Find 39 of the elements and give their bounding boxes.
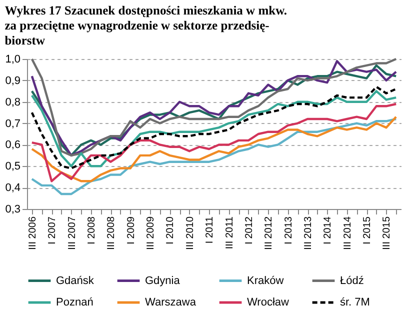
legend-label: Gdańsk — [56, 274, 94, 287]
legend-label: śr. 7M — [340, 296, 370, 308]
y-tick-label: 0,5 — [5, 160, 20, 173]
x-tick-label: III 2008 — [106, 216, 118, 250]
legend-label: Wrocław — [247, 296, 290, 308]
line-series — [30, 102, 398, 182]
y-tick-label: 1,0 — [5, 54, 20, 66]
x-tick-label: I 2010 — [165, 216, 176, 244]
x-tick-label: III 2014 — [342, 216, 354, 250]
legend-label: Gdynia — [145, 274, 181, 287]
x-tick-label: III 2012 — [264, 216, 275, 250]
x-tick-label: III 2011 — [224, 216, 236, 250]
x-tick-label: III 2013 — [303, 216, 314, 250]
line-series — [30, 118, 398, 196]
legend-label: Kraków — [247, 274, 284, 287]
x-tick-label: I 2014 — [322, 216, 334, 244]
legend-label: Łódź — [340, 274, 364, 287]
legend-label: Poznań — [56, 296, 94, 308]
x-tick-label: I 2015 — [362, 216, 374, 244]
y-tick-label: 0,4 — [5, 182, 20, 194]
x-tick-label: I 2011 — [204, 216, 216, 244]
y-tick-label: 0,9 — [5, 74, 20, 87]
y-tick-label: 0,8 — [5, 96, 20, 108]
y-tick-label: 0,6 — [5, 139, 20, 152]
line-series — [30, 116, 398, 182]
x-tick-label: I 2013 — [283, 216, 294, 244]
x-tick-label: I 2009 — [126, 216, 137, 244]
x-tick-label: III 2009 — [146, 216, 157, 250]
x-tick-label: III 2010 — [184, 216, 196, 250]
x-tick-label: I 2008 — [86, 216, 98, 244]
y-tick-label: 0,7 — [5, 118, 20, 130]
x-tick-label: I 2012 — [244, 216, 255, 244]
x-tick-label: III 2015 — [382, 216, 393, 250]
y-tick-label: 0,3 — [5, 204, 20, 216]
x-tick-label: III 2006 — [27, 216, 38, 250]
chart-title: Wykres 17 Szacunek dostępności mieszkania w mkw. za przeciętne wynagrodzenie w sektorze przedsię- biorstw — [4, 4, 288, 48]
legend-label: Warszawa — [145, 296, 197, 308]
x-tick-label: III 2007 — [66, 216, 78, 250]
x-tick-label: I 2007 — [47, 216, 58, 244]
